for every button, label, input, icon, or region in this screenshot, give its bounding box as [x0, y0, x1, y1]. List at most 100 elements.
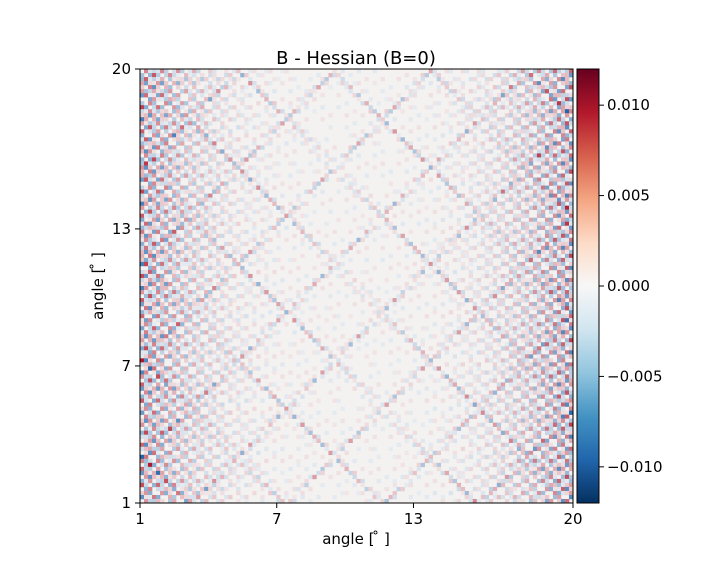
heatmap-cell	[564, 402, 570, 407]
heatmap-cell	[468, 426, 474, 431]
heatmap-cell	[564, 165, 570, 170]
heatmap-cell	[504, 125, 510, 130]
heatmap-cell	[460, 237, 466, 243]
heatmap-cell	[180, 298, 185, 303]
heatmap-cell	[460, 322, 466, 327]
heatmap-cell	[408, 286, 413, 291]
heatmap-cell	[344, 85, 349, 90]
heatmap-cell	[184, 133, 189, 138]
heatmap-cell	[148, 358, 153, 363]
heatmap-cell	[456, 109, 462, 114]
heatmap-cell	[548, 294, 554, 299]
heatmap-cell	[532, 193, 538, 198]
heatmap-cell	[252, 442, 257, 448]
heatmap-cell	[440, 326, 445, 331]
heatmap-cell	[500, 117, 506, 122]
heatmap-cell	[200, 105, 205, 110]
heatmap-cell	[368, 390, 373, 395]
heatmap-cell	[560, 209, 566, 214]
heatmap-cell	[172, 193, 177, 198]
heatmap-cell	[176, 310, 181, 315]
heatmap-cell	[512, 121, 518, 126]
heatmap-cell	[524, 354, 530, 359]
heatmap-cell	[508, 334, 514, 339]
heatmap-cell	[148, 249, 153, 255]
heatmap-cell	[184, 109, 189, 114]
heatmap-cell	[156, 193, 161, 198]
heatmap-cell	[224, 342, 229, 347]
heatmap-cell	[216, 334, 221, 339]
heatmap-cell	[460, 338, 466, 343]
heatmap-cell	[512, 466, 518, 472]
heatmap-cell	[548, 342, 554, 347]
heatmap-cell	[140, 458, 145, 464]
heatmap-cell	[352, 145, 357, 150]
heatmap-cell	[476, 153, 482, 158]
heatmap-cell	[516, 302, 522, 307]
heatmap-cell	[344, 101, 349, 106]
heatmap-cell	[152, 370, 157, 375]
heatmap-cell	[392, 454, 397, 460]
heatmap-cell	[200, 77, 205, 82]
heatmap-cell	[140, 121, 145, 126]
heatmap-cell	[508, 350, 514, 355]
heatmap-cell	[392, 229, 397, 235]
heatmap-cell	[524, 113, 530, 118]
heatmap-cell	[240, 434, 245, 440]
heatmap-cell	[508, 402, 514, 407]
heatmap-cell	[160, 302, 165, 307]
heatmap-cell	[464, 326, 470, 331]
heatmap-cell	[424, 117, 429, 122]
heatmap-cell	[220, 446, 225, 452]
heatmap-cell	[212, 314, 217, 319]
heatmap-cell	[520, 101, 526, 106]
heatmap-cell	[440, 458, 445, 464]
heatmap-cell	[148, 193, 153, 198]
heatmap-cell	[404, 145, 409, 150]
heatmap-cell	[220, 390, 225, 395]
heatmap-cell	[172, 418, 177, 423]
heatmap-cell	[348, 426, 353, 431]
heatmap-cell	[504, 153, 510, 158]
heatmap-cell	[568, 205, 573, 210]
heatmap-cell	[540, 161, 546, 166]
heatmap-cell	[536, 141, 542, 146]
heatmap-cell	[408, 93, 413, 98]
heatmap-cell	[484, 117, 490, 122]
heatmap-cell	[512, 318, 518, 323]
heatmap-cell	[280, 434, 285, 440]
heatmap-cell	[164, 390, 169, 395]
heatmap-cell	[556, 265, 562, 271]
heatmap-cell	[312, 374, 317, 379]
heatmap-cell	[308, 414, 313, 419]
heatmap-cell	[204, 426, 209, 431]
heatmap-cell	[332, 450, 337, 456]
heatmap-cell	[172, 213, 177, 218]
heatmap-cell	[180, 390, 185, 395]
heatmap-cell	[460, 225, 466, 231]
heatmap-cell	[500, 165, 506, 170]
heatmap-cell	[496, 181, 502, 186]
heatmap-cell	[152, 338, 157, 343]
heatmap-cell	[420, 157, 425, 162]
heatmap-cell	[156, 189, 161, 194]
heatmap-cell	[164, 462, 169, 468]
heatmap-cell	[416, 269, 421, 275]
heatmap-cell	[540, 370, 546, 375]
heatmap-cell	[164, 406, 169, 411]
heatmap-cell	[140, 161, 145, 166]
heatmap-cell	[268, 326, 273, 331]
heatmap-cell	[396, 137, 401, 142]
heatmap-cell	[292, 161, 297, 166]
heatmap-cell	[176, 133, 181, 138]
heatmap-cell	[504, 430, 510, 435]
heatmap-cell	[552, 117, 558, 122]
heatmap-cell	[340, 322, 345, 327]
heatmap-cell	[384, 221, 389, 227]
heatmap-cell	[512, 225, 518, 231]
heatmap-cell	[164, 338, 169, 343]
heatmap-cell	[388, 129, 393, 134]
heatmap-cell	[148, 330, 153, 335]
heatmap-cell	[472, 77, 478, 82]
heatmap-cell	[468, 366, 474, 371]
